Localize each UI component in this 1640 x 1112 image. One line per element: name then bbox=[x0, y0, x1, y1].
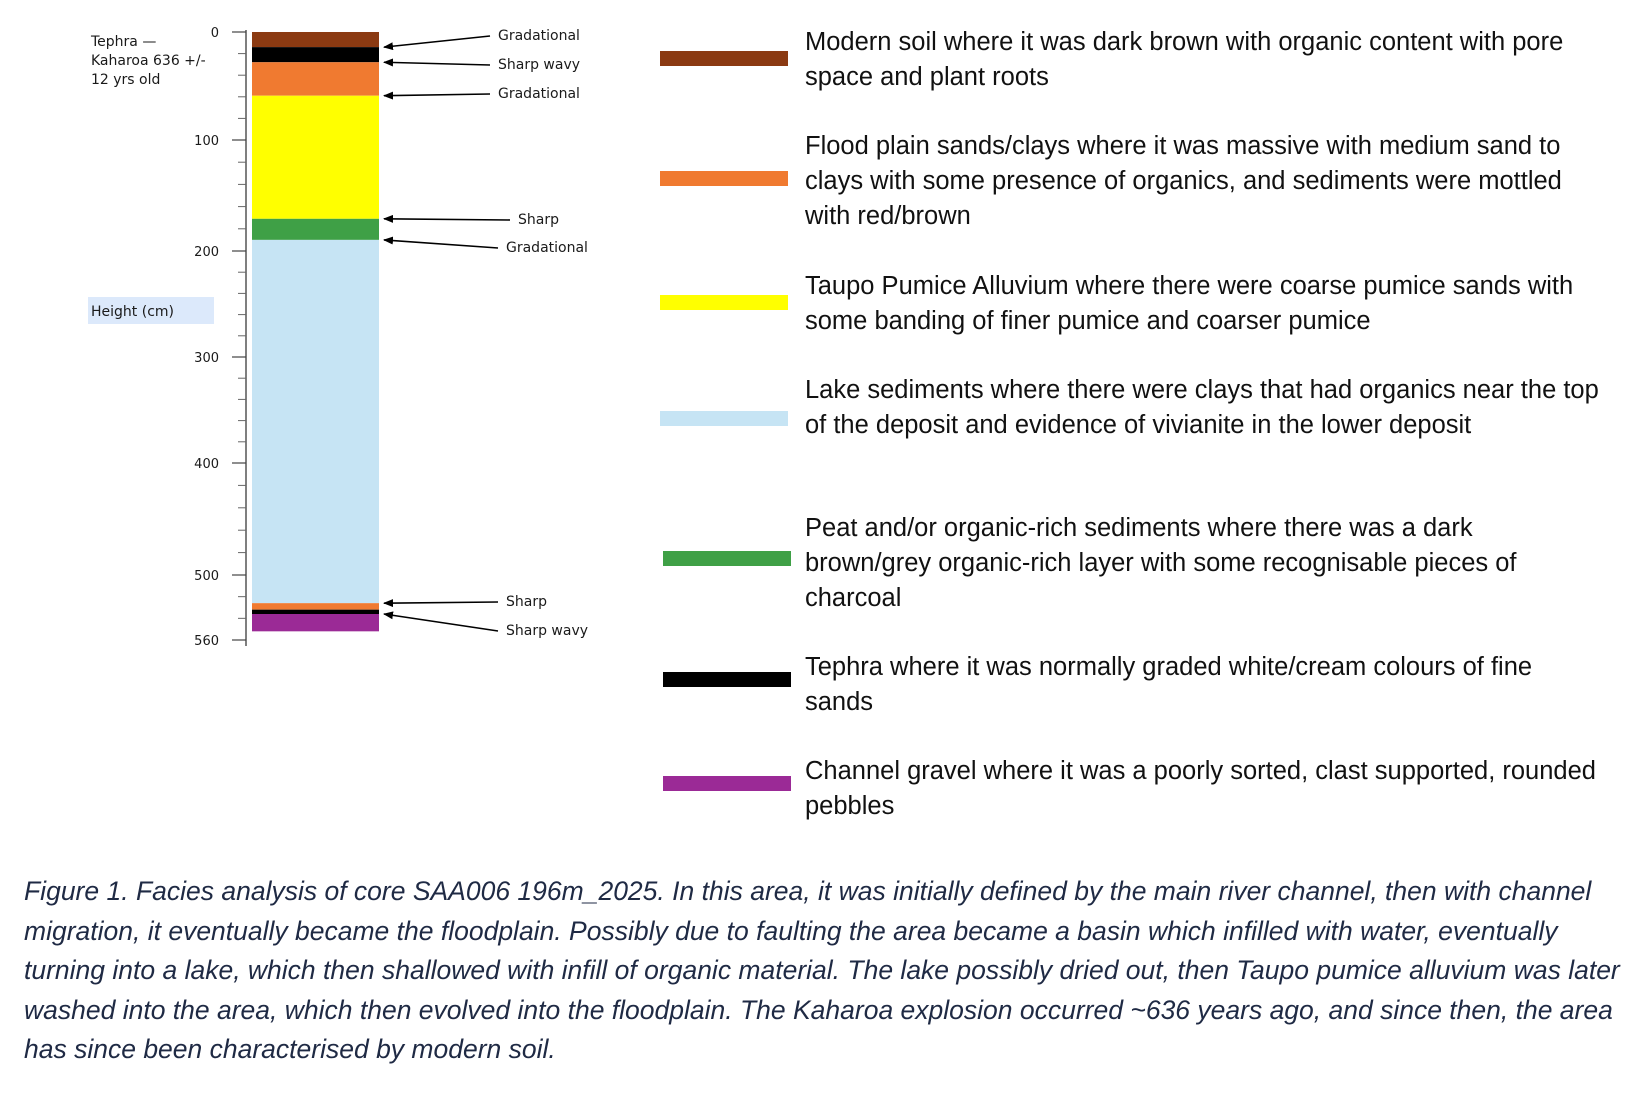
legend-swatch bbox=[663, 776, 791, 791]
layer-tephra bbox=[252, 609, 379, 614]
axis-label: Height (cm) bbox=[91, 304, 174, 320]
legend-text: Lake sediments where there were clays th… bbox=[805, 376, 1599, 439]
legend-swatch bbox=[663, 672, 791, 687]
legend-text: Tephra where it was normally graded whit… bbox=[805, 653, 1533, 716]
contact-label: Sharp bbox=[506, 594, 547, 610]
legend-swatch bbox=[660, 411, 788, 426]
axis-label-highlight bbox=[88, 297, 214, 324]
legend-text: Peat and/or organic-rich sediments where… bbox=[805, 514, 1517, 612]
contact-arrow bbox=[383, 58, 491, 67]
layer-modern-soil bbox=[252, 32, 379, 48]
contact-arrow bbox=[383, 599, 499, 608]
contact-label: Sharp bbox=[518, 212, 559, 228]
figure-caption: Figure 1. Facies analysis of core SAA006… bbox=[24, 876, 1620, 1064]
legend-text: Channel gravel where it was a poorly sor… bbox=[805, 757, 1596, 820]
layer-tephra bbox=[252, 47, 379, 63]
contact-arrow bbox=[383, 214, 511, 223]
facies-layers bbox=[252, 32, 379, 632]
tick-label: 400 bbox=[194, 457, 219, 472]
stratigraphic-column: Tephra — Kaharoa 636 +/- 12 yrs old Heig… bbox=[88, 26, 588, 649]
layer-flood-plain-sands-clays bbox=[252, 62, 379, 96]
legend-swatch bbox=[663, 551, 791, 566]
legend-text: Flood plain sands/clays where it was mas… bbox=[805, 132, 1562, 230]
layer-flood-plain-sands-clays bbox=[252, 603, 379, 610]
contact-label: Sharp wavy bbox=[498, 57, 580, 73]
tick-label: 560 bbox=[194, 634, 219, 649]
layer-channel-gravel bbox=[252, 614, 379, 632]
tephra-note: Tephra — Kaharoa 636 +/- 12 yrs old bbox=[90, 34, 206, 88]
contact-arrow bbox=[383, 611, 499, 632]
contact-arrow bbox=[383, 236, 499, 249]
legend-swatch bbox=[660, 51, 788, 66]
contact-label: Sharp wavy bbox=[506, 623, 588, 639]
legend-swatch bbox=[660, 171, 788, 186]
layer-peat-and-or-organic-rich-sediments bbox=[252, 218, 379, 240]
major-ticks: 0 100 200 300 400 500 560 bbox=[194, 26, 246, 649]
tephra-note-line: Kaharoa 636 +/- bbox=[91, 53, 206, 69]
legend-swatch bbox=[660, 295, 788, 310]
contact-arrow bbox=[383, 35, 491, 51]
contact-labels: Gradational Sharp wavy Gradational Sharp Gra… bbox=[383, 28, 588, 639]
legend-text: Taupo Pumice Alluvium where there were c… bbox=[805, 272, 1574, 335]
tick-label: 0 bbox=[211, 26, 219, 41]
legend-text: Modern soil where it was dark brown with… bbox=[805, 28, 1564, 91]
tephra-note-line: Tephra — bbox=[90, 34, 156, 50]
layer-taupo-pumice-alluvium bbox=[252, 95, 379, 219]
contact-label: Gradational bbox=[498, 28, 580, 44]
tick-label: 300 bbox=[194, 351, 219, 366]
minor-ticks bbox=[238, 53, 246, 619]
layer-lake-sediments bbox=[252, 239, 379, 604]
tick-label: 200 bbox=[194, 245, 219, 260]
contact-label: Gradational bbox=[498, 86, 580, 102]
tick-label: 100 bbox=[194, 134, 219, 149]
contact-label: Gradational bbox=[506, 240, 588, 256]
contact-arrow bbox=[383, 91, 491, 100]
tephra-note-line: 12 yrs old bbox=[91, 72, 160, 88]
tick-label: 500 bbox=[194, 569, 219, 584]
